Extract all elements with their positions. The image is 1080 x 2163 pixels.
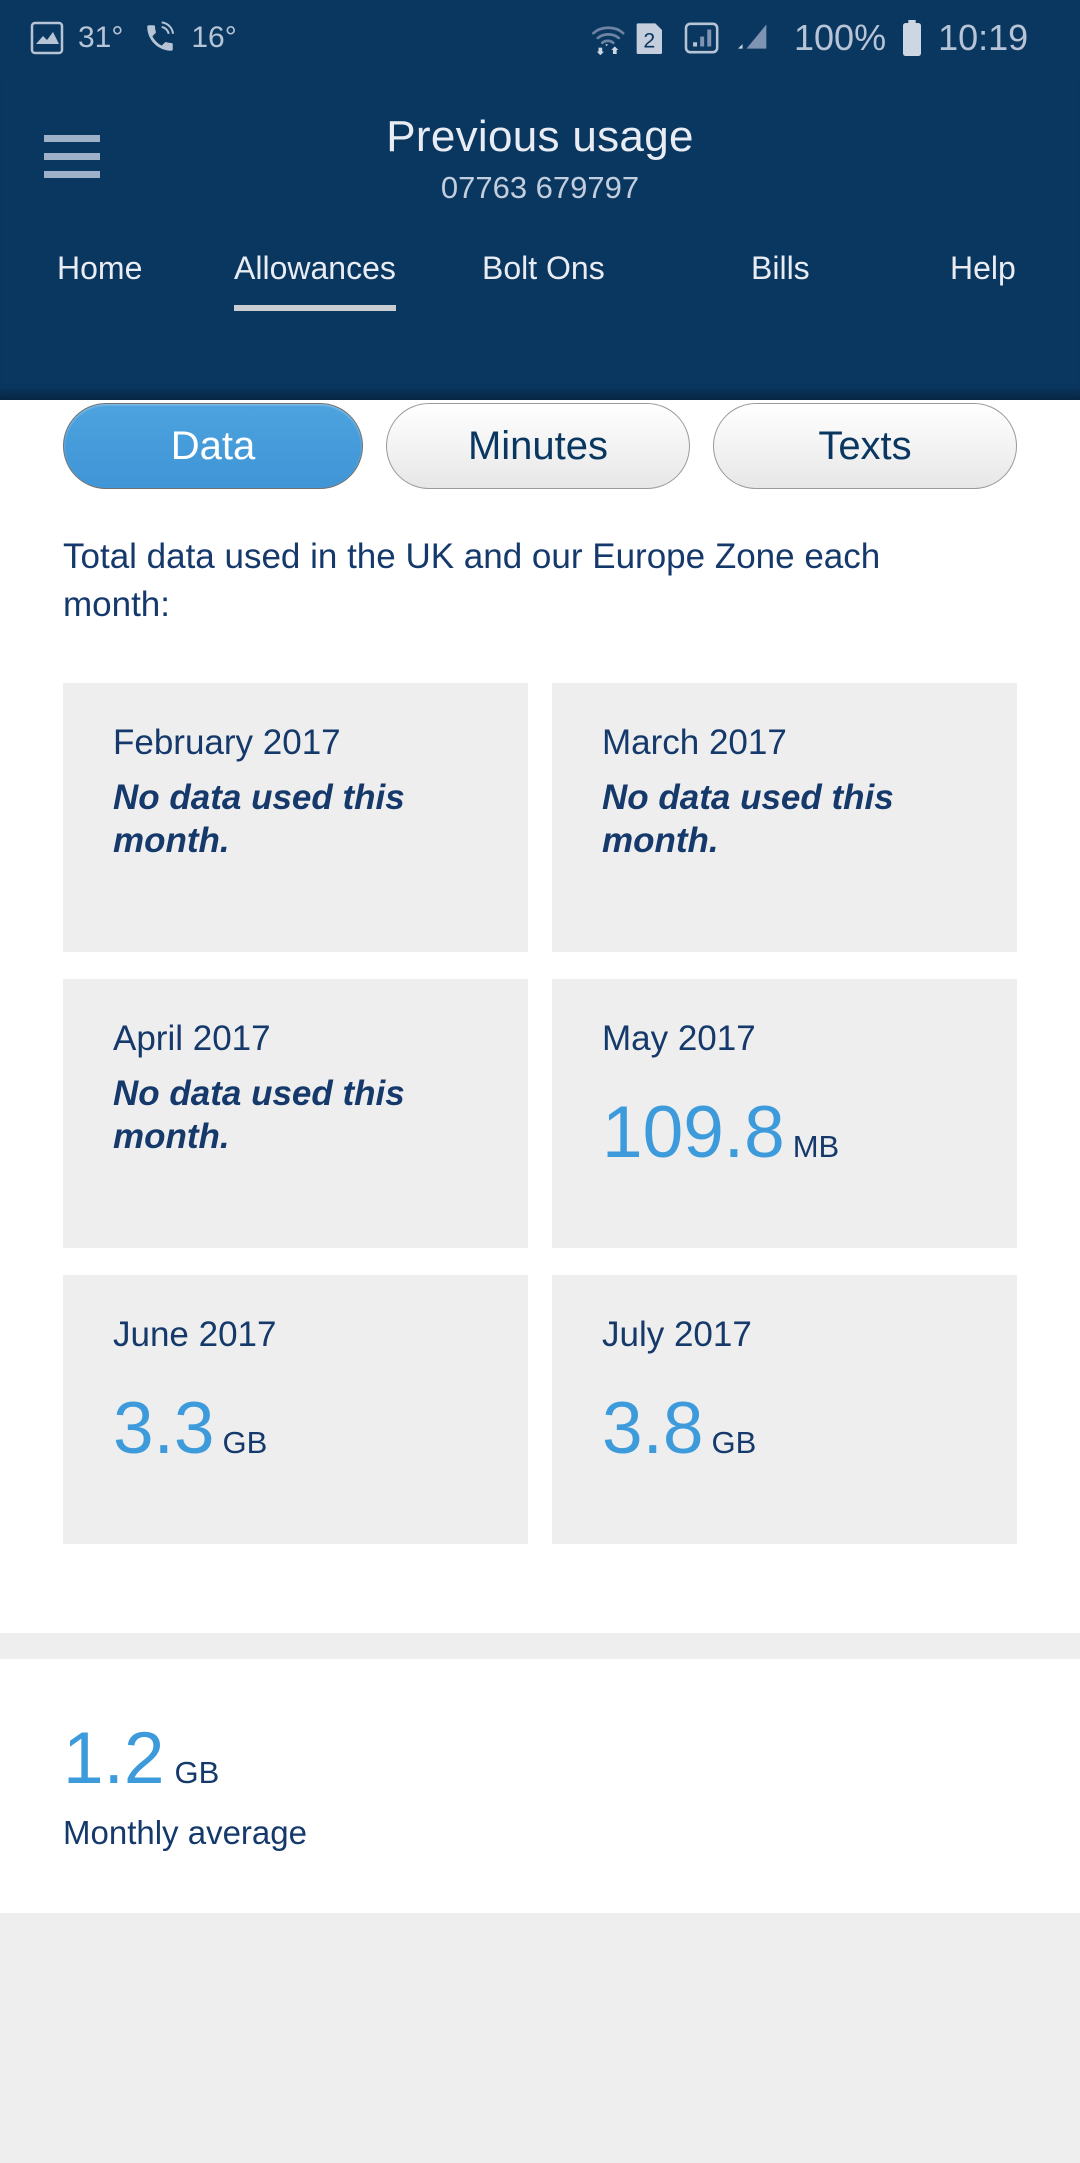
svg-text:2: 2 — [643, 28, 655, 52]
